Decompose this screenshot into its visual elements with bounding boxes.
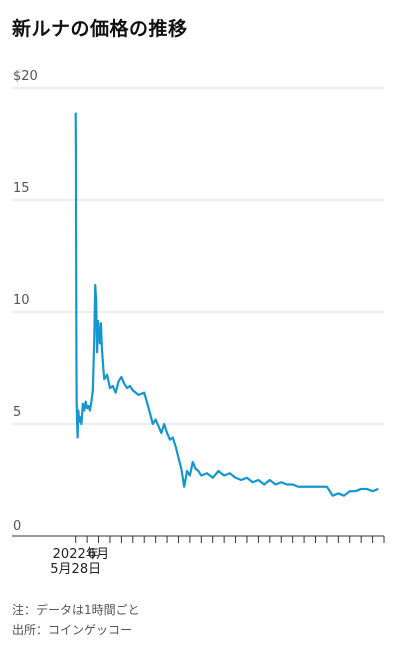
x-tick-label: 6月 xyxy=(88,547,109,562)
source-note: 出所：コインゲッコー xyxy=(12,623,133,637)
grid-layer xyxy=(12,87,384,425)
y-axis-ticks: $20 15 10 5 0 xyxy=(13,69,38,534)
price-series-line xyxy=(74,112,379,497)
y-tick-label: 15 xyxy=(13,181,30,196)
chart-notes: 注：データは1時間ごと 出所：コインゲッコー xyxy=(12,600,140,640)
x-tick-label: 2022年 xyxy=(53,547,99,562)
series-layer xyxy=(74,112,379,497)
chart-title: 新ルナの価格の推移 xyxy=(12,18,188,40)
x-tick-label: 5月28日 xyxy=(50,562,101,577)
y-tick-label: 10 xyxy=(13,293,30,308)
data-frequency-note: 注：データは1時間ごと xyxy=(12,603,140,617)
y-tick-label: 5 xyxy=(13,405,21,420)
y-tick-label: $20 xyxy=(13,69,38,84)
y-tick-label: 0 xyxy=(13,519,21,534)
